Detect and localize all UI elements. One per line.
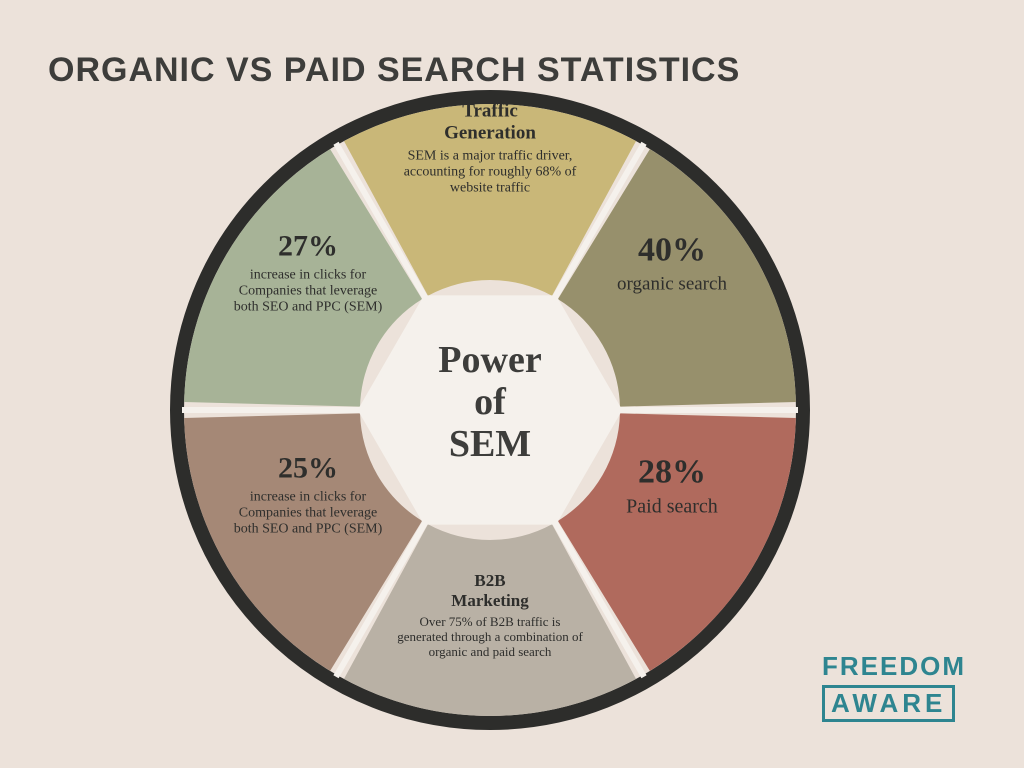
- logo-line2: AWARE: [822, 685, 955, 722]
- label-clicks27: 27%increase in clicks for Companies that…: [226, 229, 391, 315]
- freedom-aware-logo: FREEDOM AWARE: [822, 651, 992, 722]
- page-title: ORGANIC VS PAID SEARCH STATISTICS: [48, 51, 740, 90]
- label-paid: 28%Paid search: [597, 454, 747, 519]
- logo-line1: FREEDOM: [822, 651, 992, 682]
- label-organic: 40%organic search: [597, 232, 747, 296]
- label-traffic: TrafficGenerationSEM is a major traffic …: [400, 100, 580, 196]
- label-clicks25: 25%increase in clicks for Companies that…: [226, 451, 391, 537]
- center-label: PowerofSEM: [370, 340, 610, 465]
- label-b2b: B2BMarketingOver 75% of B2B traffic is g…: [395, 571, 585, 660]
